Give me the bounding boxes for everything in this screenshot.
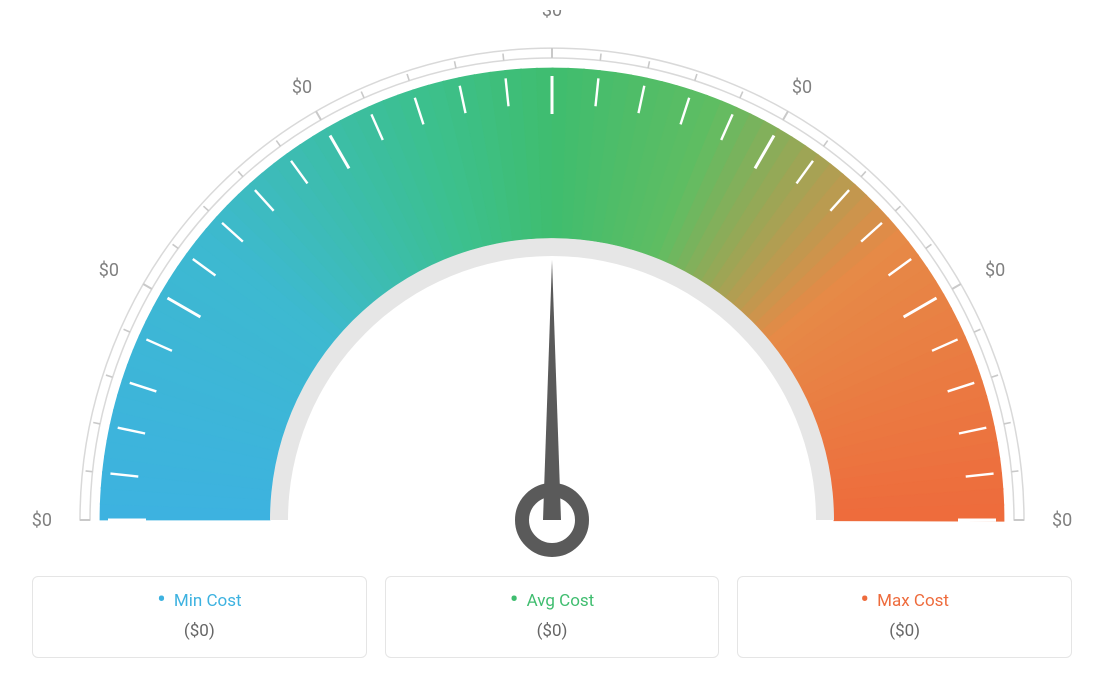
legend-card-max: Max Cost ($0) <box>737 576 1072 658</box>
legend-label-avg: Avg Cost <box>396 591 709 611</box>
gauge-tick-label: $0 <box>985 260 1005 281</box>
gauge-tick-label: $0 <box>292 77 312 98</box>
legend-value-avg: ($0) <box>396 621 709 641</box>
gauge-svg: $0 $0 $0 $0 $0 $0 $0 <box>32 10 1072 570</box>
gauge-tick-label: $0 <box>99 260 119 281</box>
gauge-tick-label: $0 <box>32 510 52 531</box>
legend-row: Min Cost ($0) Avg Cost ($0) Max Cost ($0… <box>32 576 1072 658</box>
legend-card-min: Min Cost ($0) <box>32 576 367 658</box>
gauge-tick-label: $0 <box>542 10 562 21</box>
legend-value-min: ($0) <box>43 621 356 641</box>
gauge-needle <box>543 260 561 520</box>
gauge-tick-label: $0 <box>1052 510 1072 531</box>
gauge-chart: $0 $0 $0 $0 $0 $0 $0 <box>32 10 1072 570</box>
legend-label-max: Max Cost <box>748 591 1061 611</box>
gauge-tick-label: $0 <box>792 77 812 98</box>
legend-label-min: Min Cost <box>43 591 356 611</box>
legend-value-max: ($0) <box>748 621 1061 641</box>
legend-card-avg: Avg Cost ($0) <box>385 576 720 658</box>
